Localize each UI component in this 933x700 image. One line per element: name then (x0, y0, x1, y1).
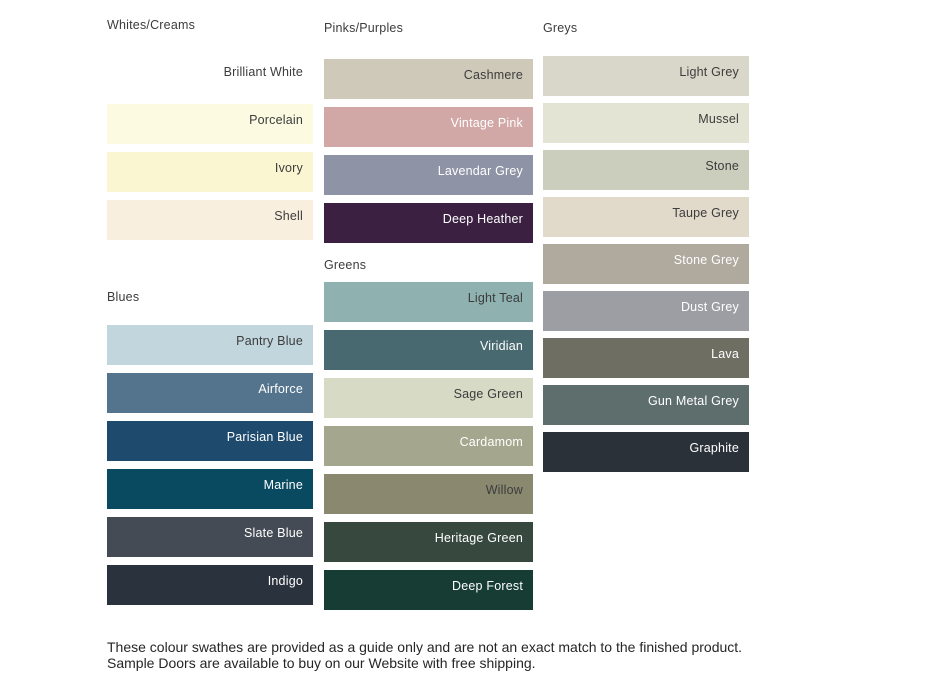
swatch-label: Airforce (258, 382, 303, 396)
column-whites-blues: Whites/Creams Brilliant White Porcelain … (107, 18, 313, 605)
swatch-label: Gun Metal Grey (647, 394, 739, 408)
swatch-label: Willow (485, 483, 523, 497)
swatch-lava: Lava (543, 338, 749, 378)
section-title-pinks-purples: Pinks/Purples (324, 21, 404, 35)
swatch-label: Lava (711, 347, 739, 361)
swatch-deep-forest: Deep Forest (324, 570, 533, 610)
swatch-label: Shell (274, 209, 303, 223)
swatch-stone: Stone (543, 150, 749, 190)
swatch-label: Light Teal (467, 291, 523, 305)
swatch-lavendar-grey: Lavendar Grey (324, 155, 533, 195)
column-greys: Greys Light Grey Mussel Stone Taupe Grey… (543, 21, 749, 472)
swatch-label: Graphite (689, 441, 739, 455)
swatch-shell: Shell (107, 200, 313, 240)
swatch-label: Cardamom (459, 435, 523, 449)
swatch-label: Stone Grey (673, 253, 739, 267)
swatch-stack-greys: Light Grey Mussel Stone Taupe Grey Stone… (543, 56, 749, 472)
swatch-dust-grey: Dust Grey (543, 291, 749, 331)
swatch-label: Parisian Blue (226, 430, 303, 444)
swatch-stack-whites-creams: Brilliant White Porcelain Ivory Shell (107, 56, 313, 240)
swatch-gun-metal-grey: Gun Metal Grey (543, 385, 749, 425)
column-pinks-greens: Pinks/Purples Cashmere Vintage Pink Lave… (324, 21, 533, 610)
swatch-label: Marine (263, 478, 303, 492)
swatch-cardamom: Cardamom (324, 426, 533, 466)
swatch-label: Taupe Grey (672, 206, 739, 220)
swatch-vintage-pink: Vintage Pink (324, 107, 533, 147)
swatch-parisian-blue: Parisian Blue (107, 421, 313, 461)
swatch-ivory: Ivory (107, 152, 313, 192)
swatch-willow: Willow (324, 474, 533, 514)
swatch-deep-heather: Deep Heather (324, 203, 533, 243)
section-title-blues: Blues (107, 290, 140, 304)
swatch-stack-pinks-purples: Cashmere Vintage Pink Lavendar Grey Deep… (324, 59, 533, 243)
swatch-porcelain: Porcelain (107, 104, 313, 144)
swatch-label: Indigo (267, 574, 303, 588)
swatch-label: Porcelain (249, 113, 303, 127)
swatch-brilliant-white: Brilliant White (107, 56, 313, 96)
swatch-indigo: Indigo (107, 565, 313, 605)
swatch-stone-grey: Stone Grey (543, 244, 749, 284)
swatch-light-grey: Light Grey (543, 56, 749, 96)
swatch-cashmere: Cashmere (324, 59, 533, 99)
swatch-label: Pantry Blue (236, 334, 303, 348)
swatch-label: Slate Blue (244, 526, 303, 540)
swatch-label: Cashmere (463, 68, 523, 82)
swatch-stack-blues: Pantry Blue Airforce Parisian Blue Marin… (107, 325, 313, 605)
swatch-label: Viridian (479, 339, 523, 353)
swatch-label: Lavendar Grey (437, 164, 523, 178)
swatch-marine: Marine (107, 469, 313, 509)
swatch-heritage-green: Heritage Green (324, 522, 533, 562)
swatch-slate-blue: Slate Blue (107, 517, 313, 557)
swatch-airforce: Airforce (107, 373, 313, 413)
swatch-label: Deep Forest (452, 579, 523, 593)
swatch-pantry-blue: Pantry Blue (107, 325, 313, 365)
section-title-greys: Greys (543, 21, 578, 35)
swatch-label: Heritage Green (434, 531, 523, 545)
swatch-label: Vintage Pink (450, 116, 523, 130)
swatch-sage-green: Sage Green (324, 378, 533, 418)
swatch-label: Mussel (698, 112, 739, 126)
section-title-greens: Greens (324, 258, 367, 272)
swatch-mussel: Mussel (543, 103, 749, 143)
swatch-label: Deep Heather (442, 212, 523, 226)
swatch-light-teal: Light Teal (324, 282, 533, 322)
swatch-label: Stone (705, 159, 739, 173)
swatch-graphite: Graphite (543, 432, 749, 472)
swatch-taupe-grey: Taupe Grey (543, 197, 749, 237)
swatch-stack-greens: Light Teal Viridian Sage Green Cardamom … (324, 282, 533, 610)
swatch-label: Dust Grey (680, 300, 739, 314)
disclaimer-text: These colour swathes are provided as a g… (107, 639, 750, 671)
swatch-viridian: Viridian (324, 330, 533, 370)
swatch-label: Brilliant White (223, 65, 303, 79)
section-title-whites-creams: Whites/Creams (107, 18, 196, 32)
swatch-label: Sage Green (453, 387, 523, 401)
swatch-label: Light Grey (679, 65, 739, 79)
swatch-label: Ivory (274, 161, 303, 175)
